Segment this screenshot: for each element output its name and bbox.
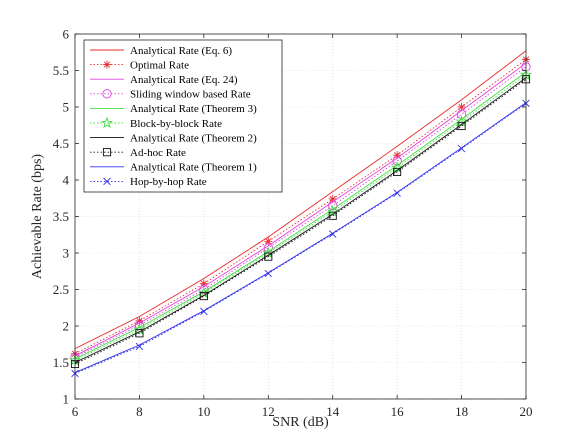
data-point-x	[393, 189, 401, 197]
data-point-star	[455, 115, 468, 127]
series-7	[70, 75, 531, 369]
x-tick-label: 10	[197, 404, 210, 419]
series-line	[74, 78, 527, 365]
legend-entry: Hop-by-hop Rate	[90, 176, 207, 188]
series-4	[74, 71, 527, 360]
y-tick-label: 3.5	[53, 209, 69, 224]
series-line	[74, 66, 527, 358]
legend-entry: Optimal Rate	[90, 59, 189, 71]
y-tick-label: 2	[63, 319, 70, 334]
data-point-square	[135, 329, 144, 338]
series-line	[74, 62, 527, 357]
y-tick-label: 1.5	[53, 355, 69, 370]
x-tick-label: 18	[455, 404, 468, 419]
legend-entry: Block-by-block Rate	[90, 116, 222, 130]
series-2	[74, 62, 527, 357]
series-6	[74, 77, 527, 363]
legend-entry: Ad-hoc Rate	[90, 147, 186, 159]
legend-label: Analytical Rate (Theorem 3)	[130, 103, 257, 115]
legend-entry: Analytical Rate (Theorem 1)	[90, 162, 257, 174]
data-point-circle	[456, 109, 467, 119]
data-point-square	[328, 211, 337, 220]
data-point-star	[391, 161, 404, 173]
data-point-circle	[102, 89, 112, 99]
legend-label: Analytical Rate (Eq. 24)	[130, 74, 238, 86]
x-tick-label: 8	[136, 404, 143, 419]
data-point-square	[393, 167, 402, 177]
legend-label: Block-by-block Rate	[130, 118, 222, 130]
data-point-circle	[328, 200, 338, 211]
data-point-square	[264, 252, 273, 261]
data-point-star	[326, 205, 339, 217]
ticks: 6 8 10 12 14 16 18 20 1 1.5 2 2.5 3 3.5 4 4.5 5 5.5 6	[53, 27, 533, 420]
y-axis-label: Achievable Rate (bps)	[30, 154, 45, 280]
data-point-x	[264, 269, 273, 278]
y-tick-label: 1	[63, 392, 70, 407]
y-tick-label: 6	[63, 27, 70, 42]
legend-label: Optimal Rate	[130, 59, 189, 71]
legend-label: Sliding window based Rate	[130, 89, 251, 101]
x-tick-label: 16	[391, 404, 405, 419]
series-8	[74, 102, 527, 374]
x-axis-label: SNR (dB)	[272, 415, 329, 430]
series-line	[74, 71, 527, 360]
y-tick-label: 5.5	[53, 63, 69, 78]
data-point-circle	[263, 243, 273, 253]
legend-entry: Analytical Rate (Theorem 3)	[90, 103, 257, 115]
data-point-x	[457, 144, 466, 153]
y-tick-label: 5	[63, 100, 70, 115]
x-tick-label: 20	[520, 404, 533, 419]
legend-label: Ad-hoc Rate	[130, 147, 186, 159]
data-point-star	[101, 116, 113, 129]
legend-label: Analytical Rate (Theorem 1)	[130, 162, 257, 174]
data-point-x	[200, 307, 208, 316]
legend-label: Analytical Rate (Theorem 2)	[130, 132, 257, 144]
x-tick-label: 12	[262, 404, 275, 419]
data-point-x	[103, 177, 111, 186]
x-tick-label: 14	[326, 404, 340, 419]
series-line	[74, 102, 527, 374]
legend-entry: Analytical Rate (Theorem 2)	[90, 132, 257, 144]
series-line	[74, 74, 527, 361]
legend-entry: Analytical Rate (Eq. 6)	[90, 45, 232, 57]
legend-label: Hop-by-hop Rate	[130, 176, 207, 188]
legend: Analytical Rate (Eq. 6) Optimal Rate Analy…	[83, 39, 283, 193]
y-tick-label: 4	[63, 173, 70, 188]
legend-entry: Sliding window based Rate	[90, 89, 251, 101]
legend-entry: Analytical Rate (Eq. 24)	[90, 74, 238, 86]
series-line	[74, 59, 527, 355]
data-point-x	[328, 230, 337, 238]
series-line	[74, 77, 527, 363]
series-5	[69, 68, 532, 366]
series-layer	[69, 50, 532, 378]
series-line	[74, 102, 527, 374]
y-tick-label: 2.5	[53, 282, 69, 297]
data-point-square	[102, 148, 112, 157]
data-point-square	[457, 121, 466, 131]
legend-label: Analytical Rate (Eq. 6)	[130, 45, 232, 57]
x-tick-label: 6	[72, 404, 79, 419]
data-point-square	[199, 292, 208, 301]
series-0	[74, 50, 527, 350]
y-tick-label: 4.5	[53, 136, 69, 151]
series-line	[74, 50, 527, 350]
data-point-x	[135, 342, 144, 351]
data-point-asterisk	[103, 60, 111, 69]
y-tick-label: 3	[63, 246, 70, 261]
